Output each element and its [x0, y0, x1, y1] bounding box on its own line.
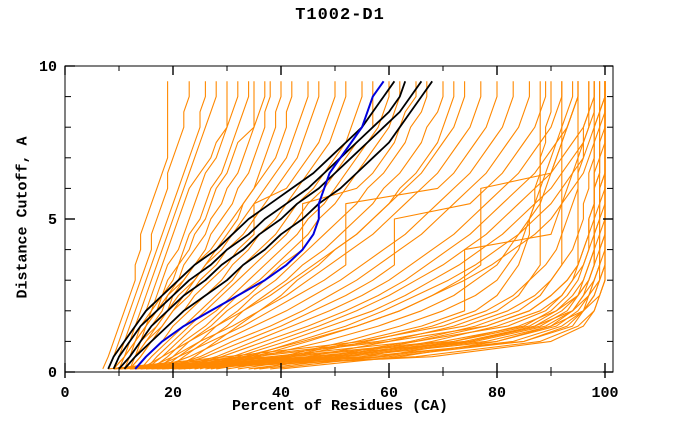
- model-curve-orange: [172, 81, 455, 370]
- model-curve-orange: [167, 81, 547, 370]
- x-tick-label: 0: [60, 385, 69, 402]
- model-curve-orange: [151, 81, 498, 370]
- model-curve-orange: [107, 81, 190, 370]
- model-curve-black: [123, 80, 433, 370]
- model-curve-orange: [140, 81, 466, 370]
- model-curve-orange: [248, 81, 579, 370]
- model-curve-orange: [237, 81, 563, 370]
- model-curve-orange: [156, 81, 606, 370]
- chart-title: T1002-D1: [295, 6, 385, 25]
- y-tick-label: 5: [48, 212, 57, 229]
- model-curve-orange: [210, 81, 590, 370]
- model-curve-orange: [118, 81, 239, 370]
- model-curve-orange: [107, 81, 206, 370]
- model-curve-orange: [205, 81, 574, 370]
- model-curve-orange: [118, 81, 309, 370]
- model-curve-orange: [156, 81, 514, 370]
- model-curve-orange: [183, 81, 579, 370]
- model-curve-orange: [162, 81, 530, 370]
- x-axis-label: Percent of Residues (CA): [231, 398, 449, 415]
- x-tick-label: 60: [380, 385, 398, 402]
- model-curve-orange: [178, 81, 579, 370]
- model-curve-orange: [226, 81, 541, 370]
- model-curve-black: [118, 80, 423, 370]
- model-curve-orange: [183, 81, 590, 370]
- model-curve-orange: [113, 81, 293, 370]
- model-curve-orange: [102, 81, 169, 370]
- x-tick-label: 80: [488, 385, 506, 402]
- model-curve-orange: [172, 81, 563, 370]
- model-curve-orange: [145, 81, 482, 370]
- y-tick-label: 0: [48, 365, 57, 382]
- model-curve-orange: [134, 81, 347, 370]
- model-curve-orange: [216, 81, 552, 370]
- model-curve-black: [112, 81, 407, 370]
- plot-border: [64, 65, 614, 373]
- x-tick-label: 100: [591, 385, 618, 402]
- model-curve-orange: [178, 81, 606, 370]
- y-tick-label: 10: [39, 59, 57, 76]
- model-curve-orange: [113, 81, 601, 370]
- model-curve-blue: [134, 80, 385, 370]
- model-curve-orange: [108, 81, 595, 370]
- model-curve-orange: [167, 81, 444, 370]
- model-curve-orange: [151, 81, 401, 370]
- model-curve-orange: [123, 81, 320, 370]
- x-tick-label: 20: [164, 385, 182, 402]
- model-curve-orange: [118, 81, 250, 370]
- x-tick-label: 40: [272, 385, 290, 402]
- model-curve-orange: [113, 81, 606, 370]
